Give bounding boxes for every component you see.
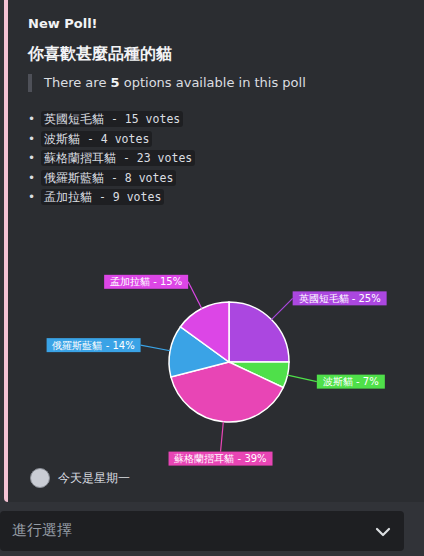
html-text:There are 5 options available: There are 5 options available in this po… [44,75,306,90]
svg-text:孟加拉貓 - 15%: 孟加拉貓 - 15% [110,276,182,287]
html-text:孟加拉貓 - 9 votes: 孟加拉貓 - 9 votes [44,190,162,204]
svg-text:波斯貓 - 7%: 波斯貓 - 7% [323,376,379,387]
html-text:俄羅斯藍貓 - 8 votes: 俄羅斯藍貓 - 8 votes [44,170,174,185]
html-text:英國短毛貓 - 15 votes: 英國短毛貓 - 15 votes [44,112,181,126]
html-text:你喜歡甚麼品種的貓: 你喜歡甚麼品種的貓 [28,44,172,63]
svg-text:蘇格蘭摺耳貓 - 39%: 蘇格蘭摺耳貓 - 39% [174,453,266,464]
html-text:New Poll!: New Poll! [28,16,98,31]
html-text:蘇格蘭摺耳貓 - 23 votes: 蘇格蘭摺耳貓 - 23 votes [44,151,193,165]
html-text:今天是星期一: 今天是星期一 [58,470,130,485]
svg-text:俄羅斯藍貓 - 14%: 俄羅斯藍貓 - 14% [52,340,134,351]
html-text:波斯貓 - 4 votes: 波斯貓 - 4 votes [44,131,150,146]
svg-text:英國短毛貓 - 25%: 英國短毛貓 - 25% [299,293,381,304]
html-text:進行選擇: 進行選擇 [12,521,72,539]
